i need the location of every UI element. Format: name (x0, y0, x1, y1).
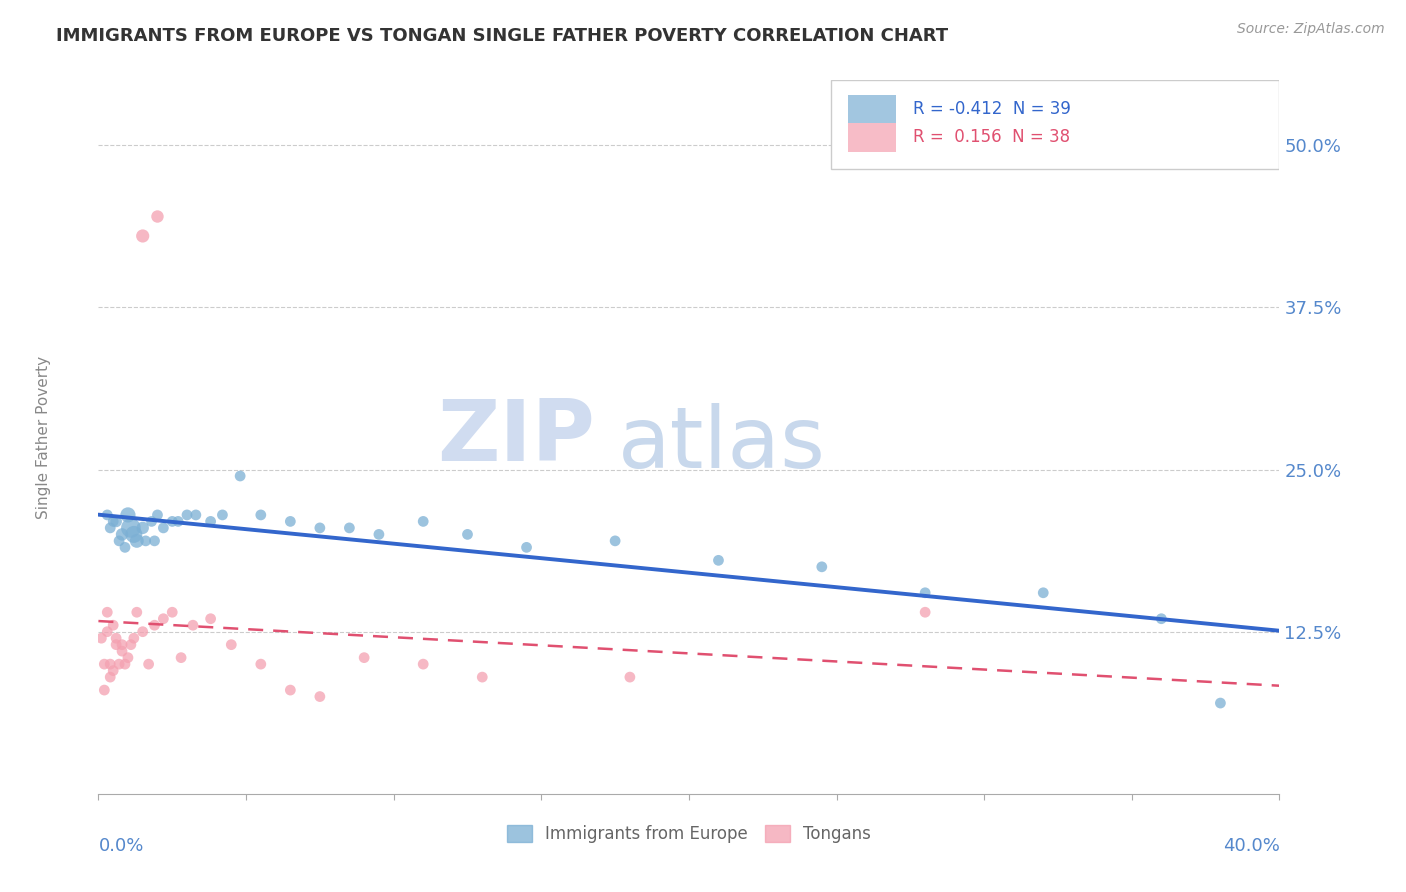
Point (152, 612, 174, 626)
Point (96, 624, 118, 639)
Point (211, 508, 233, 522)
Point (412, 657, 434, 672)
Point (125, 533, 148, 548)
Point (167, 515, 190, 529)
Text: atlas: atlas (619, 402, 827, 486)
Point (93, 657, 115, 672)
Point (280, 515, 302, 529)
Point (1209, 696, 1232, 710)
Point (105, 515, 128, 529)
Point (176, 508, 198, 522)
Point (1032, 586, 1054, 600)
Point (114, 657, 136, 672)
Point (619, 670, 641, 684)
Point (98, 657, 121, 672)
Point (132, 521, 155, 535)
Point (457, 527, 479, 541)
Point (250, 508, 273, 522)
FancyBboxPatch shape (848, 123, 896, 152)
Point (339, 521, 361, 535)
Point (309, 690, 332, 704)
Point (122, 527, 145, 541)
Point (96, 605, 118, 619)
Point (98, 670, 121, 684)
Point (117, 650, 139, 665)
Point (114, 541, 136, 555)
Point (309, 521, 332, 535)
Text: IMMIGRANTS FROM EUROPE VS TONGAN SINGLE FATHER POVERTY CORRELATION CHART: IMMIGRANTS FROM EUROPE VS TONGAN SINGLE … (56, 27, 949, 45)
Point (111, 638, 134, 652)
Point (105, 631, 128, 645)
FancyBboxPatch shape (848, 95, 896, 123)
Point (125, 605, 148, 619)
Point (152, 521, 174, 535)
Text: ZIP: ZIP (437, 395, 595, 479)
Point (135, 533, 157, 548)
Point (280, 683, 302, 698)
Point (162, 605, 183, 619)
Text: Source: ZipAtlas.com: Source: ZipAtlas.com (1237, 22, 1385, 37)
Text: 40.0%: 40.0% (1223, 837, 1279, 855)
Point (111, 644, 134, 658)
Point (141, 515, 163, 529)
Point (181, 618, 204, 632)
Text: R =  0.156  N = 38: R = 0.156 N = 38 (914, 128, 1070, 146)
Point (122, 631, 145, 645)
Point (200, 612, 222, 626)
Text: R = -0.412  N = 39: R = -0.412 N = 39 (914, 100, 1071, 118)
Point (132, 229, 155, 244)
Point (516, 541, 538, 555)
Point (96, 508, 118, 522)
Point (200, 515, 222, 529)
Point (90, 631, 112, 645)
Text: Single Father Poverty: Single Father Poverty (37, 356, 51, 518)
Point (184, 508, 207, 522)
Point (93, 683, 115, 698)
Point (146, 210, 169, 224)
Point (111, 527, 134, 541)
Point (117, 508, 139, 522)
Point (412, 515, 434, 529)
Point (120, 638, 142, 652)
Point (143, 618, 166, 632)
Point (707, 553, 730, 567)
Legend: Immigrants from Europe, Tongans: Immigrants from Europe, Tongans (501, 818, 877, 850)
Point (138, 657, 160, 672)
Point (146, 508, 169, 522)
Point (229, 469, 252, 483)
Point (132, 624, 155, 639)
Point (103, 515, 125, 529)
Point (914, 605, 936, 619)
Point (108, 657, 131, 672)
Point (1150, 612, 1173, 626)
Point (103, 618, 125, 632)
FancyBboxPatch shape (831, 80, 1279, 169)
Point (170, 650, 193, 665)
Point (914, 586, 936, 600)
Text: 0.0%: 0.0% (98, 837, 143, 855)
Point (108, 533, 131, 548)
Point (250, 657, 273, 672)
Point (471, 670, 494, 684)
Point (162, 515, 183, 529)
Point (221, 638, 243, 652)
Point (353, 650, 375, 665)
Point (810, 559, 832, 574)
Point (98, 521, 121, 535)
Point (143, 533, 166, 548)
Point (605, 533, 627, 548)
Point (103, 664, 125, 678)
Point (105, 638, 128, 652)
Point (120, 521, 142, 535)
Point (368, 527, 391, 541)
